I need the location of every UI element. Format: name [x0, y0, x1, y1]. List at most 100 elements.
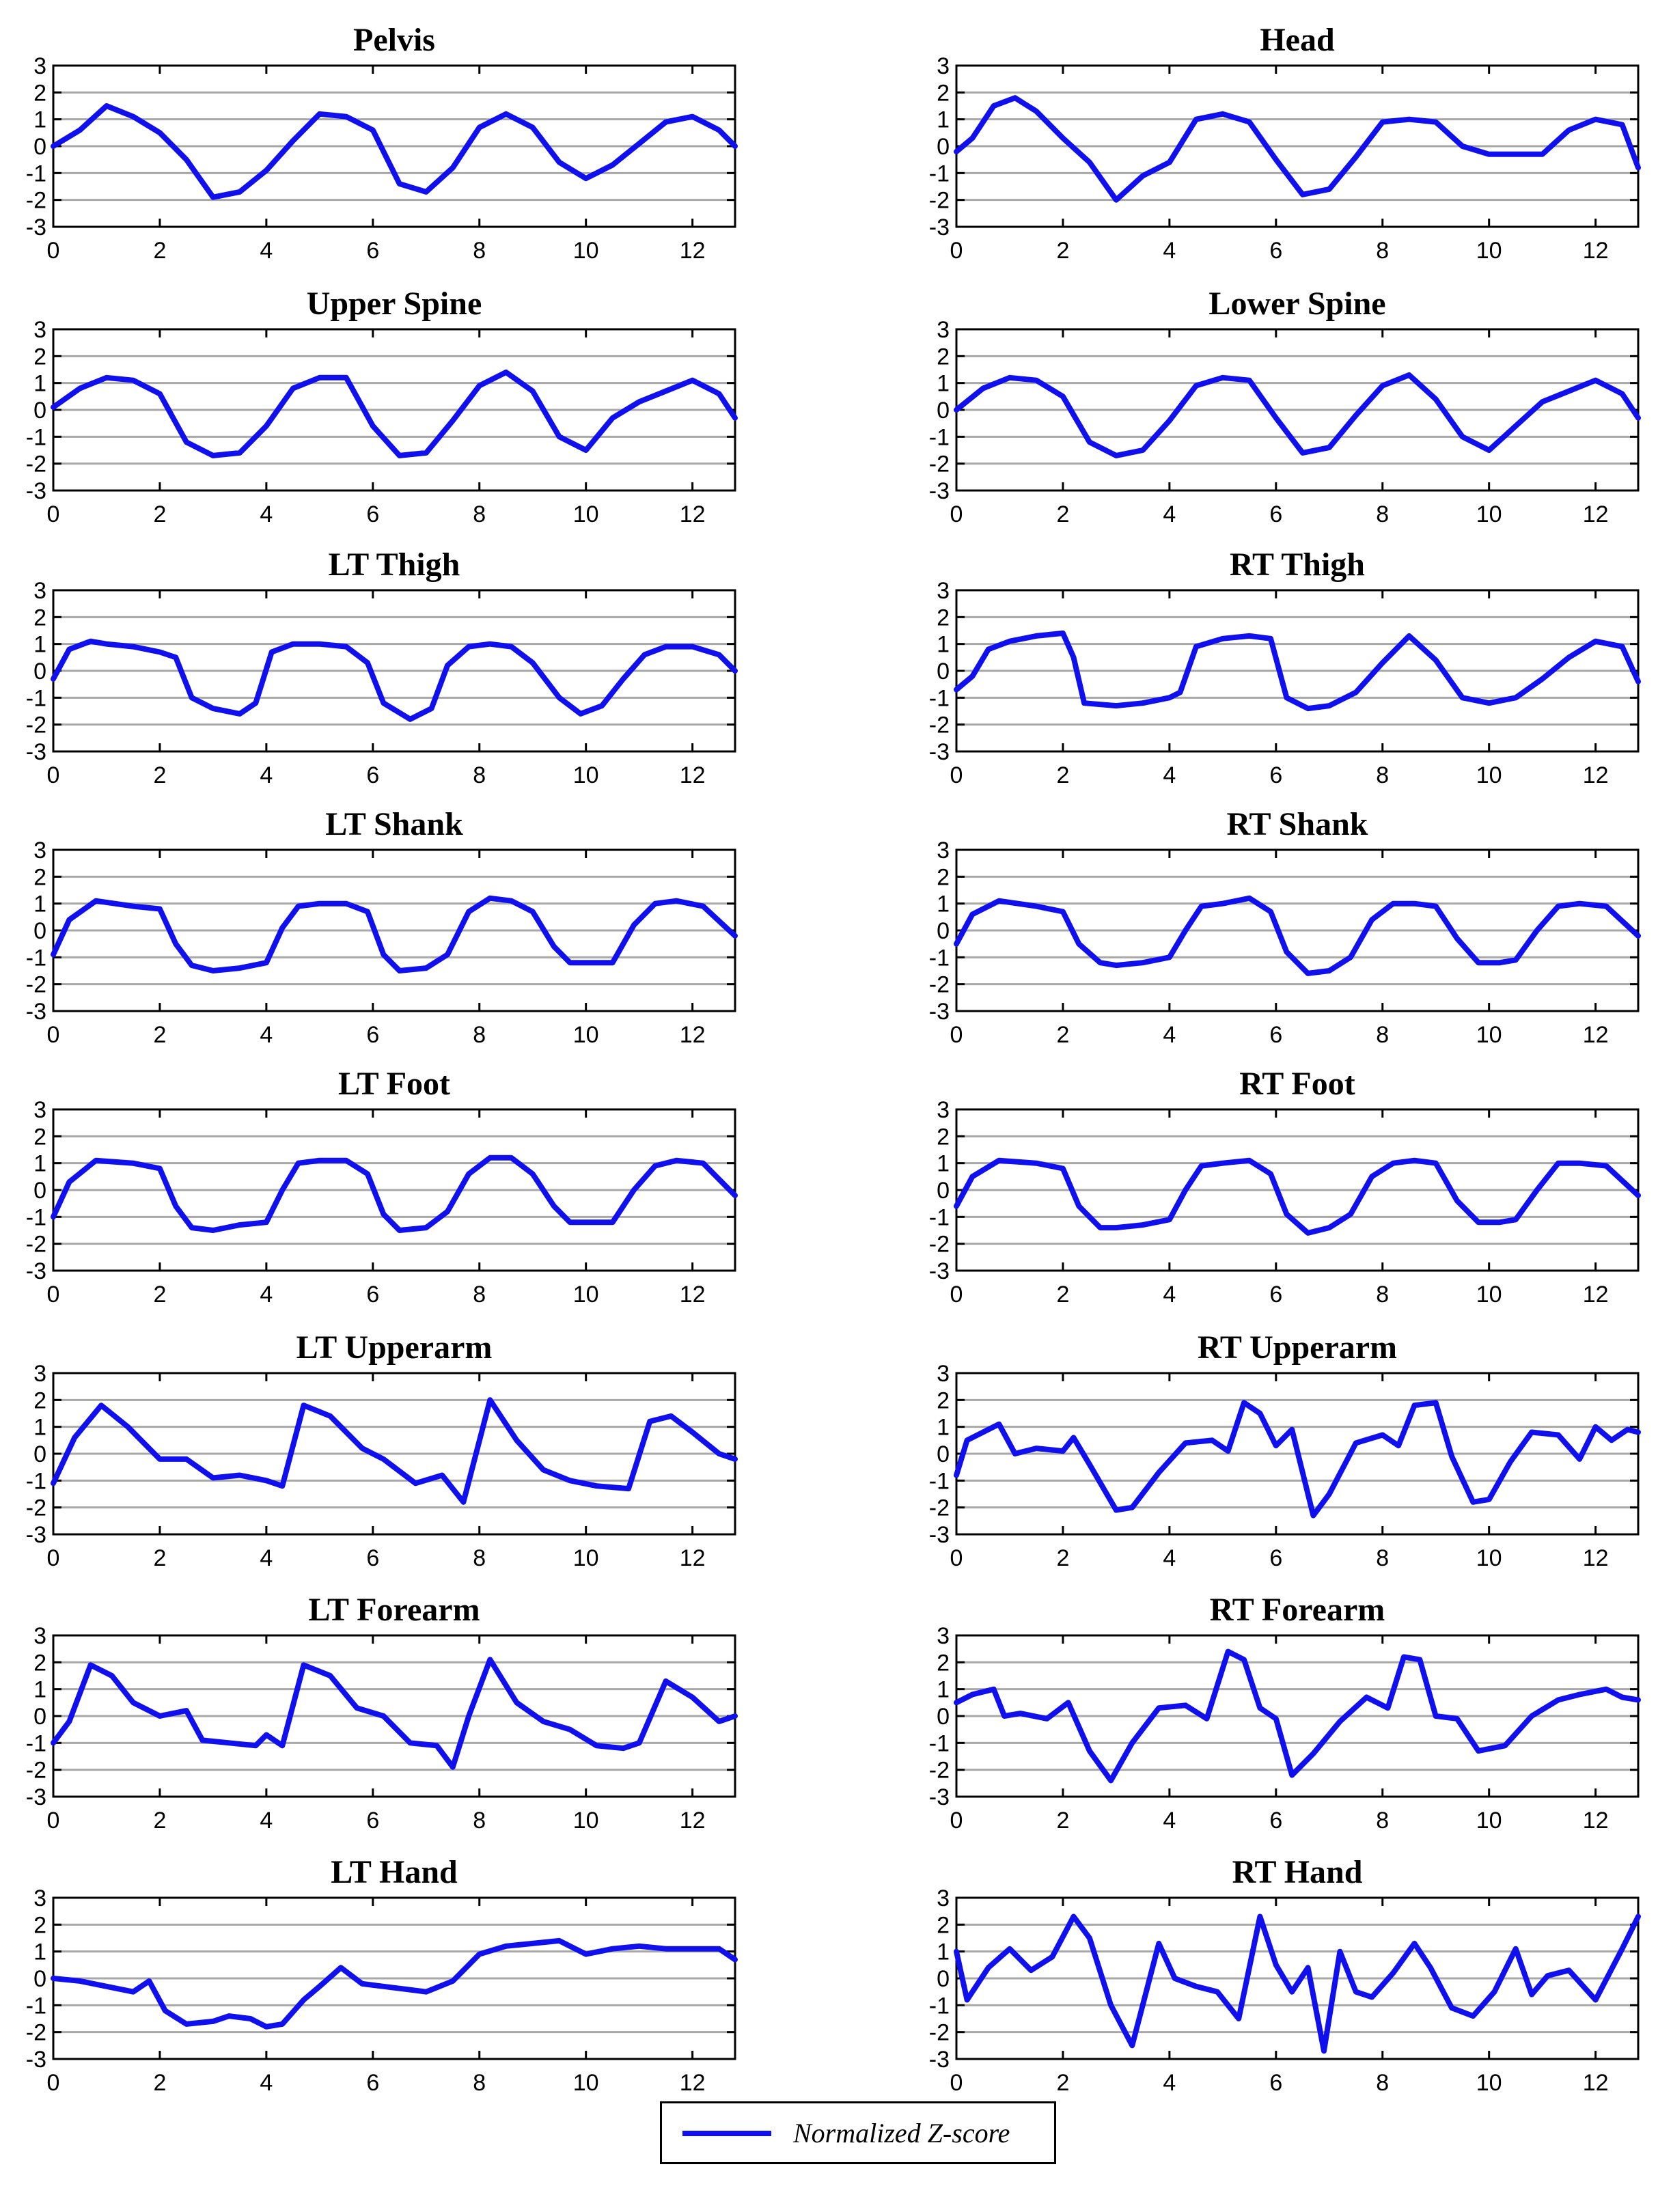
panel-rt-shank-xtick-label: 10: [1476, 1022, 1502, 1048]
panel-lt-shank-ytick-label: -3: [26, 999, 46, 1025]
panel-upper-spine-xtick-label: 8: [473, 501, 486, 527]
panel-head-xtick-label: 2: [1056, 238, 1069, 264]
panel-lt-shank-ytick-label: 2: [33, 864, 46, 890]
panel-rt-hand-ytick-label: -2: [929, 2020, 950, 2046]
panel-lt-foot-ytick-label: 0: [33, 1178, 46, 1204]
panel-rt-upperarm-ytick-label: -1: [929, 1468, 950, 1494]
panel-lt-forearm-ytick-label: -3: [26, 1784, 46, 1810]
panel-head-xtick-label: 10: [1476, 238, 1502, 264]
panel-lower-spine-ytick-label: -3: [929, 478, 950, 504]
panel-lt-forearm-xtick-label: 2: [153, 1808, 166, 1834]
panel-lt-foot-ytick-label: -3: [26, 1258, 46, 1284]
panel-lt-upperarm-title: LT Upperarm: [296, 1329, 493, 1366]
panel-lt-foot-xtick-label: 6: [366, 1282, 379, 1308]
panel-pelvis-xtick-label: 0: [47, 238, 60, 264]
panel-lt-hand-xtick-label: 8: [473, 2070, 486, 2096]
panel-rt-hand-xtick-label: 4: [1163, 2070, 1176, 2096]
panel-lt-upperarm-ytick-label: -3: [26, 1522, 46, 1548]
panel-lt-shank-ytick-label: 1: [33, 891, 46, 917]
panel-lt-upperarm-xtick-label: 0: [47, 1545, 60, 1571]
panel-lt-upperarm-xtick-label: 12: [680, 1545, 706, 1571]
panel-lt-forearm-xtick-label: 0: [47, 1808, 60, 1834]
panel-upper-spine-xtick-label: 4: [260, 501, 273, 527]
panel-rt-forearm-xtick-label: 6: [1269, 1808, 1282, 1834]
panel-rt-foot-xtick-label: 10: [1476, 1282, 1502, 1308]
panel-rt-upperarm-xtick-label: 4: [1163, 1545, 1176, 1571]
panel-upper-spine-xtick-label: 2: [153, 501, 166, 527]
panel-rt-foot-xtick-label: 2: [1056, 1282, 1069, 1308]
panel-head-xtick-label: 4: [1163, 238, 1176, 264]
panel-rt-hand-ytick-label: 1: [937, 1939, 950, 1965]
panel-rt-shank-ytick-label: 0: [937, 918, 950, 944]
panel-rt-foot-ytick-label: 3: [937, 1097, 950, 1123]
panel-lt-forearm-ytick-label: 1: [33, 1677, 46, 1703]
panel-rt-upperarm-ytick-label: 3: [937, 1361, 950, 1387]
panel-rt-forearm-xtick-label: 2: [1056, 1808, 1069, 1834]
panel-lt-hand-ytick-label: 1: [33, 1939, 46, 1965]
panel-pelvis-xtick-label: 2: [153, 238, 166, 264]
panel-lt-foot-xtick-label: 10: [573, 1282, 599, 1308]
panel-rt-upperarm-xtick-label: 6: [1269, 1545, 1282, 1571]
panel-rt-forearm-title: RT Forearm: [1210, 1592, 1385, 1628]
panel-head-xtick-label: 8: [1376, 238, 1389, 264]
panel-rt-upperarm-ytick-label: 2: [937, 1387, 950, 1413]
panel-rt-thigh-ytick-label: -1: [929, 685, 950, 711]
panel-head-ytick-label: 1: [937, 107, 950, 133]
panel-rt-shank-ytick-label: -3: [929, 999, 950, 1025]
panel-lt-thigh-xtick-label: 10: [573, 762, 599, 788]
panel-rt-shank-ytick-label: 1: [937, 891, 950, 917]
panel-lt-foot-xtick-label: 12: [680, 1282, 706, 1308]
panel-upper-spine-ytick-label: -1: [26, 424, 46, 450]
panel-rt-upperarm-series-line: [954, 1400, 1641, 1519]
panel-rt-foot-ytick-label: -3: [929, 1258, 950, 1284]
panel-pelvis-ytick-label: 3: [33, 53, 46, 79]
panel-pelvis-ytick-label: -2: [26, 188, 46, 214]
panel-lt-forearm-xtick-label: 12: [680, 1808, 706, 1834]
panel-pelvis-xtick-label: 6: [366, 238, 379, 264]
panel-rt-shank-ytick-label: -1: [929, 945, 950, 971]
panel-lt-hand-ytick-label: 0: [33, 1966, 46, 1992]
panel-rt-forearm-ytick-label: 1: [937, 1677, 950, 1703]
panel-lt-upperarm-xtick-label: 2: [153, 1545, 166, 1571]
panel-lower-spine-ytick-label: 3: [937, 317, 950, 343]
panel-rt-forearm-ytick-label: -1: [929, 1730, 950, 1756]
panel-rt-upperarm-xtick-label: 0: [950, 1545, 963, 1571]
panel-rt-upperarm-xtick-label: 12: [1583, 1545, 1609, 1571]
panel-lt-upperarm-xtick-label: 8: [473, 1545, 486, 1571]
panel-rt-thigh-xtick-label: 0: [950, 762, 963, 788]
panel-rt-shank-xtick-label: 0: [950, 1022, 963, 1048]
panel-lt-hand-ytick-label: -3: [26, 2047, 46, 2073]
panel-rt-forearm-xtick-label: 4: [1163, 1808, 1176, 1834]
panel-rt-thigh-xtick-label: 8: [1376, 762, 1389, 788]
panel-rt-forearm-ytick-label: -2: [929, 1758, 950, 1784]
panel-lt-upperarm-xtick-label: 4: [260, 1545, 273, 1571]
panel-rt-hand-ytick-label: 0: [937, 1966, 950, 1992]
panel-upper-spine-xtick-label: 12: [680, 501, 706, 527]
panel-pelvis-xtick-label: 12: [680, 238, 706, 264]
panel-rt-foot-ytick-label: 2: [937, 1124, 950, 1150]
panel-lt-forearm-ytick-label: 0: [33, 1704, 46, 1730]
panel-upper-spine-ytick-label: -3: [26, 478, 46, 504]
panel-lower-spine-ytick-label: 0: [937, 398, 950, 424]
panel-rt-thigh-ytick-label: 0: [937, 659, 950, 685]
panel-head-series-line: [954, 95, 1641, 203]
panel-lt-thigh-xtick-label: 0: [47, 762, 60, 788]
panel-lt-thigh-xtick-label: 2: [153, 762, 166, 788]
panel-head-ytick-label: -2: [929, 188, 950, 214]
panel-head-xtick-label: 0: [950, 238, 963, 264]
panel-lt-shank-xtick-label: 6: [366, 1022, 379, 1048]
legend-label: Normalized Z-score: [793, 2118, 1010, 2148]
panel-lt-foot-ytick-label: 2: [33, 1124, 46, 1150]
panel-rt-upperarm-ytick-label: -2: [929, 1495, 950, 1521]
panel-lt-foot-ytick-label: 1: [33, 1151, 46, 1177]
panel-rt-hand-title: RT Hand: [1232, 1854, 1363, 1890]
panel-lt-shank-ytick-label: -1: [26, 945, 46, 971]
